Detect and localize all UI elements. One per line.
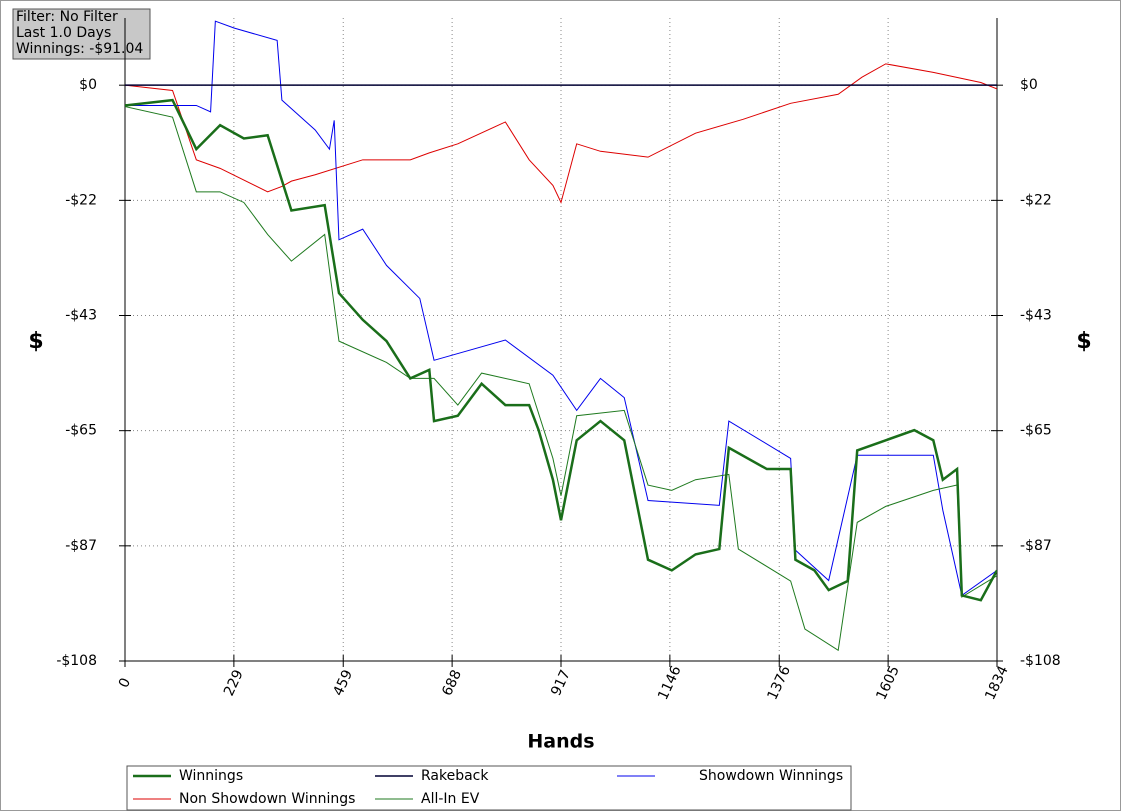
series-line [125, 98, 997, 602]
y-tick-label: -$87 [65, 538, 97, 554]
y-tick-label: $0 [79, 77, 97, 93]
y2-tick-label: -$108 [1020, 653, 1061, 669]
y2-tick-label: -$87 [1020, 538, 1052, 554]
legend-label: Winnings [179, 768, 243, 784]
y-axis-label: $ [28, 329, 43, 354]
series-line [125, 106, 997, 652]
legend-label: Non Showdown Winnings [179, 791, 355, 807]
y-tick-label: -$108 [56, 653, 97, 669]
y2-axis-label: $ [1076, 329, 1091, 354]
x-axis-label: Hands [527, 731, 594, 753]
y-tick-label: -$43 [65, 308, 97, 324]
legend [126, 765, 852, 811]
legend-label: All-In EV [421, 791, 480, 807]
y2-tick-label: -$65 [1020, 423, 1052, 439]
y2-tick-label: -$22 [1020, 192, 1052, 208]
y-tick-label: -$65 [65, 423, 97, 439]
filter-text: Last 1.0 Days [16, 25, 111, 41]
series-line [125, 20, 997, 597]
y2-tick-label: -$43 [1020, 308, 1052, 324]
y2-tick-label: $0 [1020, 77, 1038, 93]
legend-label: Rakeback [421, 768, 489, 784]
filter-box [12, 8, 151, 60]
filter-text: Winnings: -$91.04 [16, 41, 143, 57]
y-tick-label: -$22 [65, 192, 97, 208]
filter-text: Filter: No Filter [16, 9, 118, 25]
legend-label: Showdown Winnings [699, 768, 843, 784]
